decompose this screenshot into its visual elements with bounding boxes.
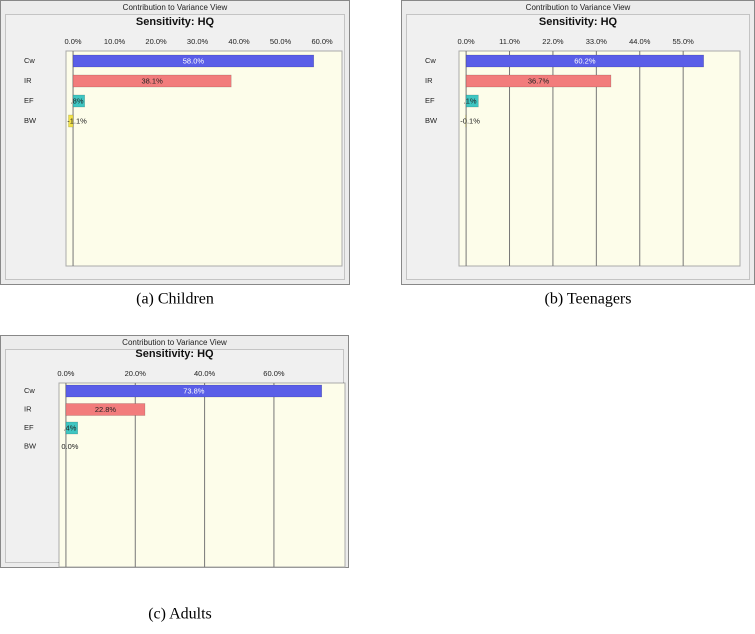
category-label: EF [24,96,34,105]
value-label: 38.1% [141,76,163,85]
category-label: Cw [24,56,35,65]
caption: (a) Children [136,291,214,308]
window-title: Contribution to Variance View [526,3,631,12]
x-tick-label: 40.0% [228,37,250,46]
panel: Contribution to Variance View Sensitivity… [402,1,755,285]
category-label: EF [24,423,34,432]
value-label: -1.1% [67,116,87,125]
panel: Contribution to Variance ViewSensitivity… [1,336,349,568]
value-label: 0.0% [61,442,78,451]
category-label: BW [24,441,37,450]
x-tick-label: 50.0% [270,37,292,46]
value-label: .1% [464,96,477,105]
x-tick-label: 0.0% [65,37,82,46]
value-label: 73.8% [183,386,205,395]
x-tick-label: 22.0% [542,37,564,46]
x-tick-label: 20.0% [125,369,147,378]
x-tick-label: 60.0% [263,369,285,378]
value-label: 22.8% [95,405,117,414]
category-label: Cw [24,386,35,395]
category-label: IR [24,404,32,413]
x-tick-label: 55.0% [673,37,695,46]
chart-title: Sensitivity: HQ [135,348,214,360]
x-tick-label: 11.0% [499,37,520,46]
x-tick-label: 0.0% [57,369,74,378]
x-tick-label: 20.0% [145,37,167,46]
caption: (c) Adults [148,606,212,623]
category-label: IR [425,76,433,85]
value-label: 60.2% [574,56,596,65]
caption: (b) Teenagers [545,291,632,308]
x-tick-label: 10.0% [104,37,126,46]
chart-title: Sensitivity: HQ [136,16,215,28]
x-tick-label: 0.0% [458,37,475,46]
value-label: .8% [71,96,84,105]
value-label: -0.1% [460,116,480,125]
category-label: Cw [425,56,436,65]
category-label: EF [425,96,435,105]
category-label: BW [425,116,438,125]
value-label: 58.0% [183,56,205,65]
category-label: BW [24,116,37,125]
window-title: Contribution to Variance View [123,3,228,12]
x-tick-label: 60.0% [311,37,333,46]
value-label: 36.7% [528,76,550,85]
value-label: .4% [63,423,76,432]
x-tick-label: 40.0% [194,369,216,378]
chart-title: Sensitivity: HQ [539,16,618,28]
x-tick-label: 33.0% [586,37,608,46]
x-tick-label: 44.0% [629,37,651,46]
panel: Contribution to Variance View Sensitivity… [1,1,350,285]
x-tick-label: 30.0% [187,37,209,46]
window-title: Contribution to Variance View [122,338,227,347]
category-label: IR [24,76,32,85]
